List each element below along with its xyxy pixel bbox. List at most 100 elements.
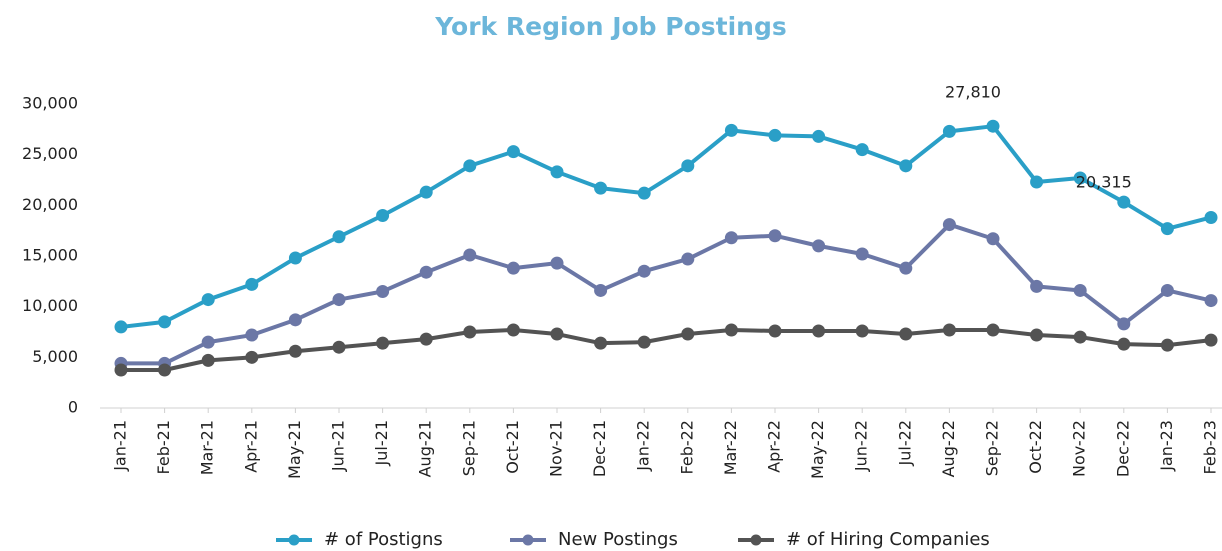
x-tick-label: Sep-21 [459, 420, 478, 476]
data-point [681, 159, 695, 173]
x-tick-label: Sep-22 [983, 420, 1002, 476]
data-point [1030, 175, 1044, 189]
data-point [158, 363, 172, 377]
chart-title: York Region Job Postings [434, 12, 787, 41]
legend-marker [750, 534, 762, 546]
y-tick-label: 25,000 [22, 144, 78, 163]
data-point [724, 231, 738, 245]
data-point [419, 185, 433, 199]
data-point [1160, 222, 1174, 236]
data-point [201, 293, 215, 307]
data-point [899, 159, 913, 173]
x-tick-label: Aug-21 [416, 420, 435, 477]
data-point [550, 256, 564, 270]
data-point [1117, 317, 1131, 331]
y-tick-label: 30,000 [22, 94, 78, 113]
data-point [158, 315, 172, 329]
data-point [506, 145, 520, 159]
y-tick-label: 10,000 [22, 296, 78, 315]
data-point [594, 283, 608, 297]
data-point [594, 181, 608, 195]
x-tick-label: Apr-21 [241, 420, 260, 473]
data-point [463, 248, 477, 262]
x-tick-label: Feb-21 [154, 420, 173, 474]
data-point [986, 323, 1000, 337]
data-point [1160, 338, 1174, 352]
legend-label: # of Hiring Companies [786, 529, 990, 550]
x-tick-label: Mar-22 [721, 420, 740, 475]
x-tick-label: Dec-22 [1113, 420, 1132, 477]
legend-label: # of Postigns [324, 529, 443, 550]
data-point [724, 123, 738, 137]
data-point [550, 327, 564, 341]
x-tick-label: Oct-22 [1026, 420, 1045, 474]
data-point [1117, 195, 1131, 209]
data-point [419, 265, 433, 279]
data-point [288, 344, 302, 358]
series-line [121, 222, 1212, 366]
data-point [942, 124, 956, 138]
x-tick-label: Nov-22 [1070, 420, 1089, 477]
x-tick-label: Jan-22 [634, 420, 653, 472]
data-point [1204, 210, 1218, 224]
data-point [463, 325, 477, 339]
data-point [550, 165, 564, 179]
data-point [114, 320, 128, 334]
series-line [120, 124, 1212, 329]
data-point [1117, 337, 1131, 351]
data-point [942, 323, 956, 337]
x-tick-label: Apr-22 [765, 420, 784, 473]
data-point [376, 284, 390, 298]
y-tick-label: 20,000 [22, 195, 78, 214]
x-tick-label: Jun-22 [852, 420, 871, 472]
y-tick-label: 15,000 [22, 246, 78, 265]
data-label: 20,315 [1076, 173, 1132, 192]
x-tick-label: Nov-21 [547, 420, 566, 477]
data-point [899, 327, 913, 341]
data-point [463, 159, 477, 173]
data-point [288, 313, 302, 327]
data-point [506, 323, 520, 337]
data-point [812, 239, 826, 253]
x-tick-label: Jan-23 [1157, 420, 1176, 472]
data-point [245, 277, 259, 291]
data-point [376, 208, 390, 222]
x-tick-label: Aug-22 [939, 420, 958, 477]
x-tick-label: Feb-22 [677, 420, 696, 474]
data-point [245, 350, 259, 364]
data-point [768, 229, 782, 243]
data-point [768, 128, 782, 142]
data-point [1204, 333, 1218, 347]
data-point [1073, 171, 1087, 185]
data-point [681, 327, 695, 341]
data-point [899, 261, 913, 275]
data-point [812, 129, 826, 143]
data-point [332, 230, 346, 244]
data-point [114, 363, 128, 377]
data-point [681, 252, 695, 266]
x-tick-label: Jul-22 [895, 420, 914, 466]
data-point [855, 143, 869, 157]
data-point [332, 340, 346, 354]
y-tick-label: 0 [68, 398, 78, 417]
data-point [201, 353, 215, 367]
data-point [506, 261, 520, 275]
data-point [332, 293, 346, 307]
x-tick-label: Dec-21 [590, 420, 609, 477]
data-point [855, 247, 869, 261]
data-point [724, 323, 738, 337]
data-point [637, 335, 651, 349]
x-tick-label: Jan-21 [111, 420, 130, 472]
x-tick-label: Feb-23 [1201, 420, 1220, 474]
data-point [288, 251, 302, 265]
data-point [1030, 279, 1044, 293]
x-tick-label: May-22 [808, 420, 827, 479]
x-tick-label: May-21 [285, 420, 304, 479]
data-point [1204, 294, 1218, 308]
legend-marker [288, 534, 300, 546]
data-point [1160, 283, 1174, 297]
data-point [201, 335, 215, 349]
data-point [1073, 330, 1087, 344]
x-tick-label: Mar-21 [198, 420, 217, 475]
